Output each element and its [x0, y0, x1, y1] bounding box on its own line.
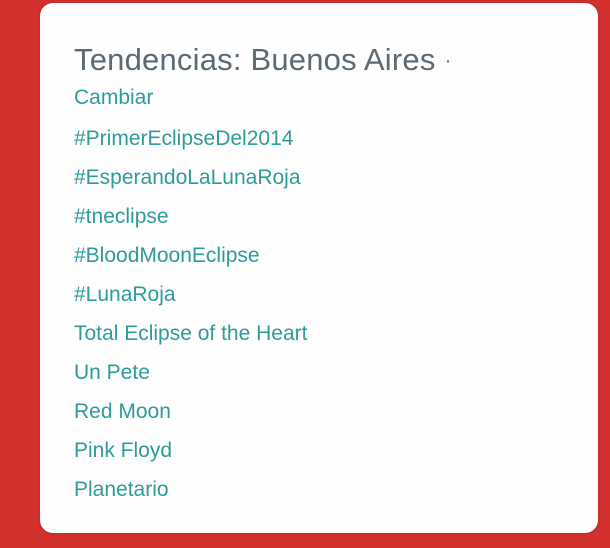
trend-item: #LunaRoja	[74, 283, 578, 307]
trend-link[interactable]: Un Pete	[74, 361, 150, 384]
trend-item: #tneclipse	[74, 205, 578, 229]
trend-item: Pink Floyd	[74, 439, 578, 463]
trend-link[interactable]: Pink Floyd	[74, 439, 173, 462]
trend-item: #EsperandoLaLunaRoja	[74, 166, 578, 190]
title-separator-dot: ·	[444, 49, 452, 72]
trends-title: Tendencias: Buenos Aires ·	[74, 42, 578, 79]
trend-link[interactable]: Red Moon	[74, 400, 171, 423]
trends-card: Tendencias: Buenos Aires · Cambiar #Prime…	[40, 3, 598, 533]
trend-link[interactable]: #PrimerEclipseDel2014	[74, 127, 294, 150]
trend-item: Total Eclipse of the Heart	[74, 322, 578, 346]
change-location-link[interactable]: Cambiar	[74, 86, 154, 109]
trend-item: Red Moon	[74, 400, 578, 424]
trend-item: #BloodMoonEclipse	[74, 244, 578, 268]
trend-item: Planetario	[74, 478, 578, 502]
trend-link[interactable]: Planetario	[74, 478, 169, 501]
trend-link[interactable]: #BloodMoonEclipse	[74, 244, 260, 267]
trend-list: #PrimerEclipseDel2014 #EsperandoLaLunaRo…	[74, 127, 578, 502]
trend-link[interactable]: #tneclipse	[74, 205, 169, 228]
trend-item: Un Pete	[74, 361, 578, 385]
trend-link[interactable]: #EsperandoLaLunaRoja	[74, 166, 301, 189]
trend-link[interactable]: Total Eclipse of the Heart	[74, 322, 308, 345]
trend-link[interactable]: #LunaRoja	[74, 283, 176, 306]
trend-item: #PrimerEclipseDel2014	[74, 127, 578, 151]
trends-title-text: Tendencias: Buenos Aires	[74, 42, 436, 77]
